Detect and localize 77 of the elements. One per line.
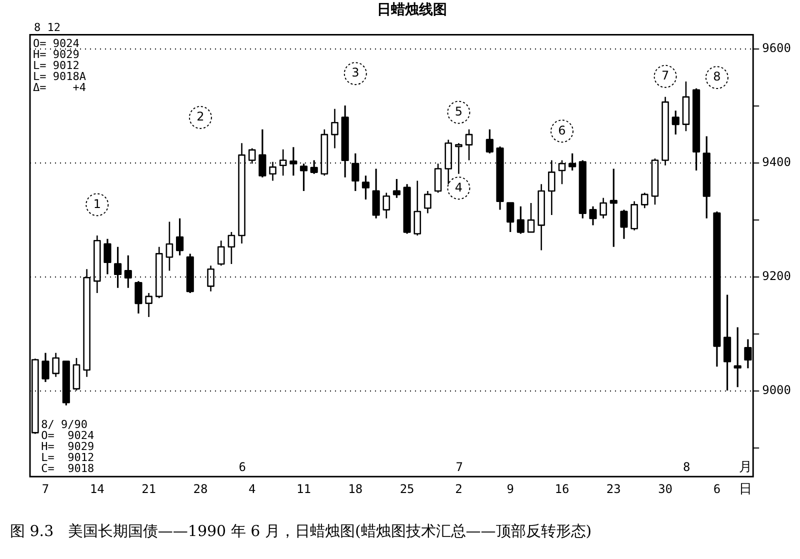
x-tick-label: 23 (606, 482, 621, 496)
candlestick (166, 221, 174, 272)
annotation: 6 (238, 460, 246, 474)
candlestick (424, 190, 432, 214)
candlestick (217, 240, 225, 266)
x-tick-label: 6 (713, 482, 721, 496)
annotation: 8/ 9/90 O= 9024 H= 9029 L= 9012 C= 9018 (41, 418, 94, 475)
x-tick-label: 14 (90, 482, 104, 496)
text: 8 12 (34, 20, 60, 34)
x-tick-label: 11 (296, 482, 311, 496)
candlestick (392, 178, 401, 199)
x-tick-label: 21 (142, 482, 156, 496)
candlestick (662, 96, 669, 166)
candlestick (527, 202, 535, 233)
chart-title: 日蜡烛线图 (377, 2, 447, 18)
annotation: O= 9024 H= 9029 L= 9012 L= 9018A Δ= +4 (33, 36, 86, 94)
candlestick (538, 184, 545, 251)
candlestick (134, 280, 142, 314)
candlestick (372, 168, 380, 220)
candlestick (486, 128, 494, 154)
annotation: 7 (456, 460, 463, 474)
candlestick (52, 352, 60, 378)
candlestick (640, 192, 648, 209)
annotation: 4 (454, 180, 463, 194)
candlestick (723, 294, 732, 392)
candlestick (290, 146, 298, 176)
candlestick (465, 128, 473, 161)
candlestick (362, 174, 370, 200)
annotation: 7 (661, 68, 670, 83)
candlestick (42, 352, 50, 383)
candlestick (104, 238, 112, 276)
x-tick-label: 16 (554, 482, 570, 496)
candlestick (600, 197, 607, 220)
candlestick (331, 108, 338, 149)
candlestick (630, 200, 638, 231)
candlestick (620, 209, 628, 240)
x-tick-label: 9 (506, 482, 514, 496)
x-tick-label: 2 (455, 482, 462, 496)
candlestick (610, 168, 618, 248)
candlestick (734, 326, 742, 388)
candlestick (341, 104, 349, 178)
candlestick (228, 231, 236, 265)
candlestick (672, 110, 680, 136)
candlestick (682, 80, 690, 132)
candlestick (589, 206, 597, 226)
candlestick (176, 218, 184, 256)
x-tick-label: 4 (248, 482, 256, 496)
text: 日 (739, 482, 752, 497)
x-tick-label: 28 (193, 482, 208, 496)
candlestick (434, 162, 442, 194)
x-tick-label: 7 (42, 482, 50, 496)
y-tick-label: 9200 (762, 269, 792, 284)
candlestick (516, 206, 524, 235)
annotation: 5 (454, 104, 463, 118)
x-tick-label: 18 (348, 482, 363, 496)
y-tick-label: 9400 (762, 155, 792, 170)
annotation: 1 (93, 196, 101, 211)
annotation: 8 (682, 460, 690, 474)
candlestick (414, 180, 422, 236)
candlestick (124, 254, 132, 289)
candlestick (300, 162, 308, 192)
candlestick (578, 159, 586, 220)
candlestick (506, 202, 514, 233)
x-tick-label: 30 (658, 482, 673, 496)
annotation: 8 (713, 70, 721, 84)
caption: 图 9.3 美国长期国债——1990 年 6 月，日蜡烛图(蜡烛图技术汇总——顶部反转形态) (10, 522, 592, 540)
y-tick-label: 9600 (762, 41, 792, 56)
x-tick-label: 25 (400, 482, 414, 496)
candlestick (382, 192, 390, 220)
candlestick (403, 183, 411, 235)
annotation: 6 (558, 123, 566, 138)
annotation: 3 (352, 66, 360, 80)
candlestick (145, 292, 152, 318)
candlestick (258, 128, 266, 178)
annotation: 月 (739, 460, 752, 475)
y-tick-label: 9000 (762, 383, 792, 398)
annotation: 2 (196, 110, 204, 124)
